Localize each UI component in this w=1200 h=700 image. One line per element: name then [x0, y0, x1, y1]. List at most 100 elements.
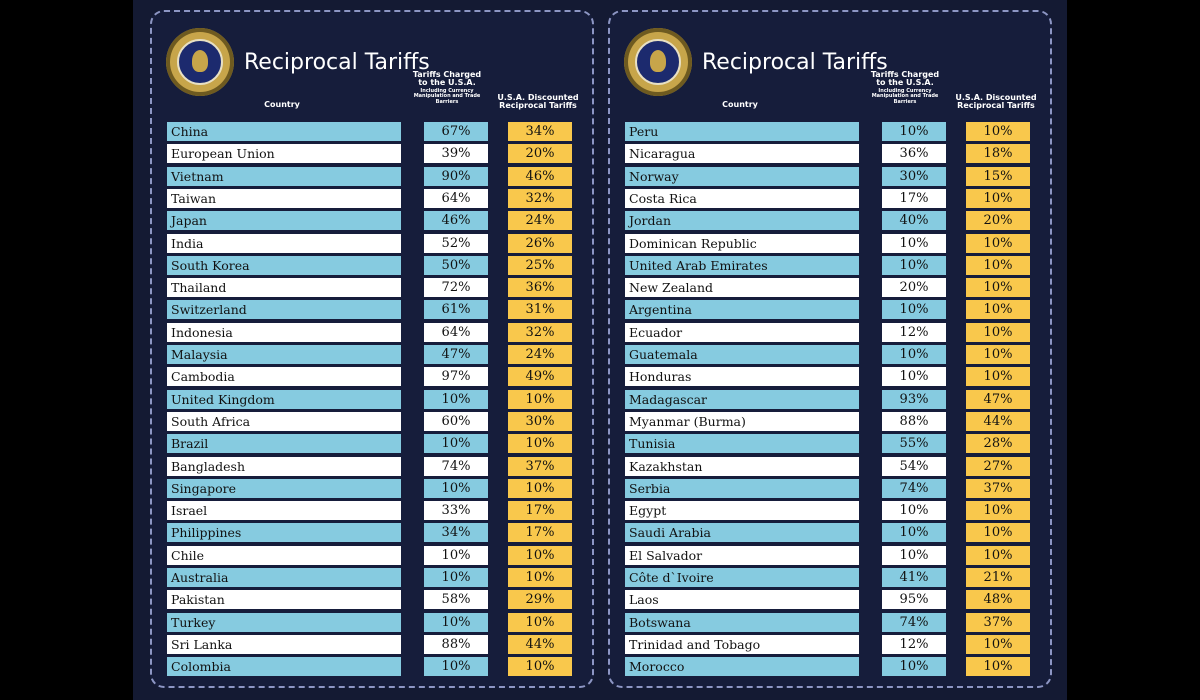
tariff-chart-stage: Reciprocal Tariffs Country Tariffs Charg… — [133, 0, 1067, 700]
tariff-charged-cell: 10% — [424, 434, 488, 454]
tariff-charged-cell: 41% — [882, 568, 946, 587]
table-row: Vietnam 90% 46% — [152, 166, 592, 186]
country-cell: Philippines — [167, 523, 401, 543]
country-cell: India — [167, 233, 401, 253]
discounted-tariff-cell: 27% — [966, 456, 1030, 476]
country-cell: South Africa — [167, 411, 401, 431]
tariff-charged-cell: 64% — [424, 188, 488, 208]
table-row: Serbia 74% 37% — [610, 478, 1050, 498]
country-cell: Malaysia — [167, 345, 401, 364]
discounted-tariff-cell: 10% — [966, 300, 1030, 320]
discounted-tariff-cell: 49% — [508, 367, 572, 387]
tariff-charged-cell: 30% — [882, 166, 946, 186]
country-cell: Jordan — [625, 211, 859, 231]
tariff-charged-cell: 10% — [882, 545, 946, 565]
tariff-charged-cell: 40% — [882, 211, 946, 231]
tariff-charged-cell: 10% — [882, 367, 946, 387]
country-cell: Madagascar — [625, 389, 859, 409]
tariff-charged-cell: 50% — [424, 255, 488, 275]
table-row: Australia 10% 10% — [152, 568, 592, 587]
discounted-tariff-cell: 44% — [966, 411, 1030, 431]
discounted-tariff-cell: 10% — [966, 122, 1030, 141]
table-row: Saudi Arabia 10% 10% — [610, 523, 1050, 543]
country-cell: Singapore — [167, 478, 401, 498]
discounted-tariff-cell: 30% — [508, 411, 572, 431]
country-cell: Nicaragua — [625, 144, 859, 164]
discounted-tariff-cell: 46% — [508, 166, 572, 186]
tariff-panel-right: Reciprocal Tariffs Country Tariffs Charg… — [608, 10, 1052, 688]
tariff-charged-cell: 39% — [424, 144, 488, 164]
discounted-tariff-cell: 10% — [966, 345, 1030, 364]
country-cell: Serbia — [625, 478, 859, 498]
country-cell: El Salvador — [625, 545, 859, 565]
discounted-tariff-cell: 10% — [966, 501, 1030, 521]
tariff-charged-cell: 10% — [882, 300, 946, 320]
table-row: South Africa 60% 30% — [152, 411, 592, 431]
seal-center — [177, 39, 223, 85]
table-row: Norway 30% 15% — [610, 166, 1050, 186]
country-cell: Sri Lanka — [167, 634, 401, 654]
discounted-tariff-cell: 48% — [966, 590, 1030, 610]
presidential-seal-icon — [624, 28, 692, 96]
country-cell: Ecuador — [625, 322, 859, 342]
table-row: Guatemala 10% 10% — [610, 345, 1050, 364]
table-row: Turkey 10% 10% — [152, 612, 592, 632]
discounted-tariff-cell: 10% — [966, 322, 1030, 342]
tariff-charged-cell: 97% — [424, 367, 488, 387]
country-cell: Japan — [167, 211, 401, 231]
tariff-charged-cell: 67% — [424, 122, 488, 141]
discounted-tariff-cell: 15% — [966, 166, 1030, 186]
table-row: Côte d`Ivoire 41% 21% — [610, 568, 1050, 587]
presidential-seal-icon — [166, 28, 234, 96]
discounted-tariff-cell: 20% — [508, 144, 572, 164]
discounted-tariff-cell: 10% — [508, 568, 572, 587]
tariff-charged-cell: 88% — [882, 411, 946, 431]
country-cell: Egypt — [625, 501, 859, 521]
country-cell: Turkey — [167, 612, 401, 632]
discounted-tariff-cell: 10% — [966, 233, 1030, 253]
tariffs-charged-column-header: Tariffs Charged to the U.S.A. Including … — [407, 70, 487, 105]
table-row: Philippines 34% 17% — [152, 523, 592, 543]
table-row: Taiwan 64% 32% — [152, 188, 592, 208]
tariff-charged-cell: 12% — [882, 322, 946, 342]
country-cell: New Zealand — [625, 278, 859, 298]
discounted-tariff-cell: 25% — [508, 255, 572, 275]
table-row: Tunisia 55% 28% — [610, 434, 1050, 454]
table-row: Indonesia 64% 32% — [152, 322, 592, 342]
country-cell: Israel — [167, 501, 401, 521]
table-row: Japan 46% 24% — [152, 211, 592, 231]
discounted-tariff-cell: 29% — [508, 590, 572, 610]
tariff-charged-cell: 10% — [424, 568, 488, 587]
table-row: Colombia 10% 10% — [152, 657, 592, 677]
country-cell: Norway — [625, 166, 859, 186]
tariff-charged-cell: 10% — [882, 122, 946, 141]
discounted-tariff-cell: 10% — [966, 188, 1030, 208]
table-row: United Kingdom 10% 10% — [152, 389, 592, 409]
table-row: Morocco 10% 10% — [610, 657, 1050, 677]
tariff-charged-cell: 74% — [424, 456, 488, 476]
tariff-charged-cell: 10% — [882, 657, 946, 677]
discounted-tariff-cell: 10% — [966, 657, 1030, 677]
table-row: Trinidad and Tobago 12% 10% — [610, 634, 1050, 654]
table-row: Madagascar 93% 47% — [610, 389, 1050, 409]
table-row: South Korea 50% 25% — [152, 255, 592, 275]
tariff-charged-cell: 95% — [882, 590, 946, 610]
table-row: India 52% 26% — [152, 233, 592, 253]
country-cell: European Union — [167, 144, 401, 164]
country-cell: Saudi Arabia — [625, 523, 859, 543]
discounted-tariff-cell: 10% — [966, 545, 1030, 565]
table-row: Honduras 10% 10% — [610, 367, 1050, 387]
discounted-tariff-cell: 17% — [508, 501, 572, 521]
country-cell: China — [167, 122, 401, 141]
country-cell: Thailand — [167, 278, 401, 298]
country-cell: Dominican Republic — [625, 233, 859, 253]
tariff-charged-cell: 17% — [882, 188, 946, 208]
country-cell: Taiwan — [167, 188, 401, 208]
country-cell: Honduras — [625, 367, 859, 387]
country-cell: Pakistan — [167, 590, 401, 610]
country-cell: Trinidad and Tobago — [625, 634, 859, 654]
table-row: Egypt 10% 10% — [610, 501, 1050, 521]
country-cell: Switzerland — [167, 300, 401, 320]
tariffs-charged-subheader: Including Currency Manipulation and Trad… — [871, 87, 939, 105]
table-row: Bangladesh 74% 37% — [152, 456, 592, 476]
